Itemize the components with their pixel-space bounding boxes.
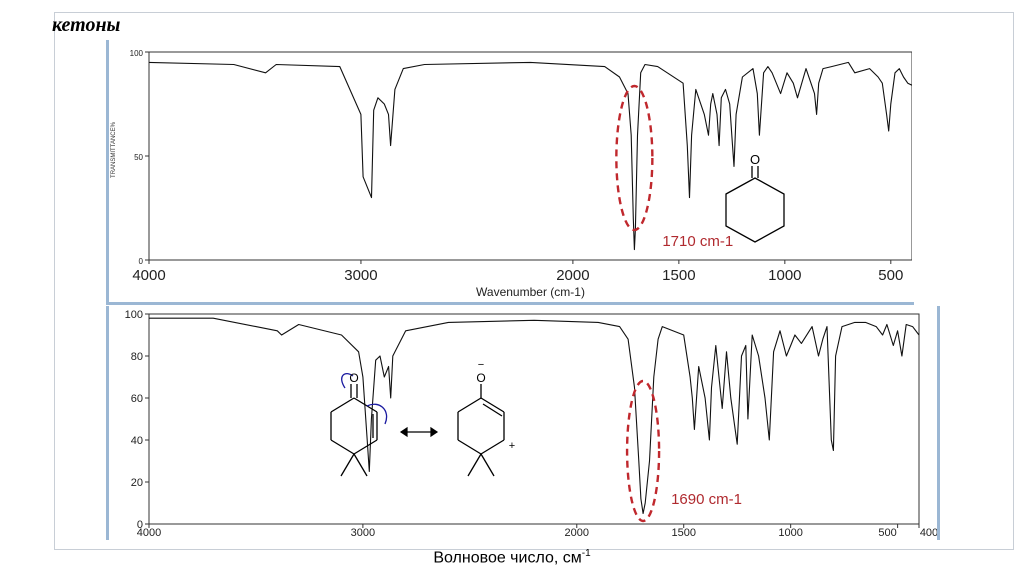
spectrum-panel-bottom: 40003000200015001000500400100806040200%T… bbox=[87, 306, 940, 540]
bottom-axis-caption: Волновое число, см-1 bbox=[0, 548, 1024, 567]
y-tick-label: 40 bbox=[131, 435, 143, 447]
cyclohexanone-o-label: O bbox=[750, 152, 760, 167]
x-tick-label: 2000 bbox=[556, 267, 589, 284]
x-tick-label: 4000 bbox=[137, 527, 161, 539]
resonance-arrows-icon bbox=[341, 373, 388, 425]
carbonyl-band-annotation: 1710 cm-1 bbox=[662, 233, 733, 250]
y-tick-label: 20 bbox=[131, 477, 143, 489]
plot-area bbox=[148, 313, 920, 525]
y-tick-label: 100 bbox=[130, 49, 144, 58]
spectrum-chart-top: 4000 3000 2000 1500 1000 500100500Wavenumber … bbox=[111, 49, 913, 299]
cyclohexanone-structure bbox=[725, 166, 785, 243]
y-tick-label: 50 bbox=[134, 153, 143, 162]
spectrum-panel-top: 4000 3000 2000 1500 1000 500 100 50 0 Wavenumber … bbox=[106, 40, 914, 305]
enolate-o-label: O bbox=[476, 371, 485, 385]
carbonyl-band-highlight bbox=[625, 379, 661, 523]
spectrum-chart-bottom: 40003000200015001000500400100806040200%T… bbox=[87, 309, 938, 539]
y-tick-label: 100 bbox=[125, 309, 143, 321]
x-axis-label: Wavenumber (cm-1) bbox=[476, 285, 585, 299]
carbonyl-band-annotation: 1690 cm-1 bbox=[671, 491, 742, 508]
x-tick-label: 500 bbox=[878, 527, 896, 539]
bottom-axis-caption-sup: -1 bbox=[581, 548, 591, 559]
x-tick-label: 1500 bbox=[662, 267, 695, 284]
bottom-axis-caption-text: Волновое число, см bbox=[433, 549, 582, 567]
enone-o-label: O bbox=[349, 371, 358, 385]
x-tick-label: 3000 bbox=[351, 527, 375, 539]
carbonyl-band-highlight bbox=[615, 84, 654, 232]
enolate-minus-charge: − bbox=[478, 359, 484, 371]
enolate-structure bbox=[457, 384, 505, 477]
x-tick-label: 1500 bbox=[671, 527, 695, 539]
x-tick-label: 3000 bbox=[344, 267, 377, 284]
x-tick-label: 2000 bbox=[565, 527, 589, 539]
plot-area bbox=[148, 51, 913, 261]
x-tick-label: 1000 bbox=[778, 527, 802, 539]
y-tick-label: 60 bbox=[131, 393, 143, 405]
enolate-plus-charge: + bbox=[509, 440, 515, 452]
x-tick-label: 4000 bbox=[132, 267, 165, 284]
spectrum-line bbox=[149, 317, 920, 515]
y-tick-label: 0 bbox=[139, 257, 144, 266]
y-axis-label: TRANSMITTANCE% bbox=[111, 121, 117, 178]
slide-title: кетоны bbox=[52, 14, 121, 36]
enone-structure bbox=[330, 384, 378, 477]
resonance-double-arrow-icon bbox=[399, 426, 439, 438]
x-tick-label: 1000 bbox=[768, 267, 801, 284]
y-tick-label: 0 bbox=[137, 519, 143, 531]
slide-frame bbox=[54, 12, 1014, 550]
x-tick-label: 400 bbox=[920, 527, 937, 539]
y-tick-label: 80 bbox=[131, 351, 143, 363]
spectrum-line bbox=[148, 61, 913, 251]
x-tick-label: 500 bbox=[878, 267, 903, 284]
